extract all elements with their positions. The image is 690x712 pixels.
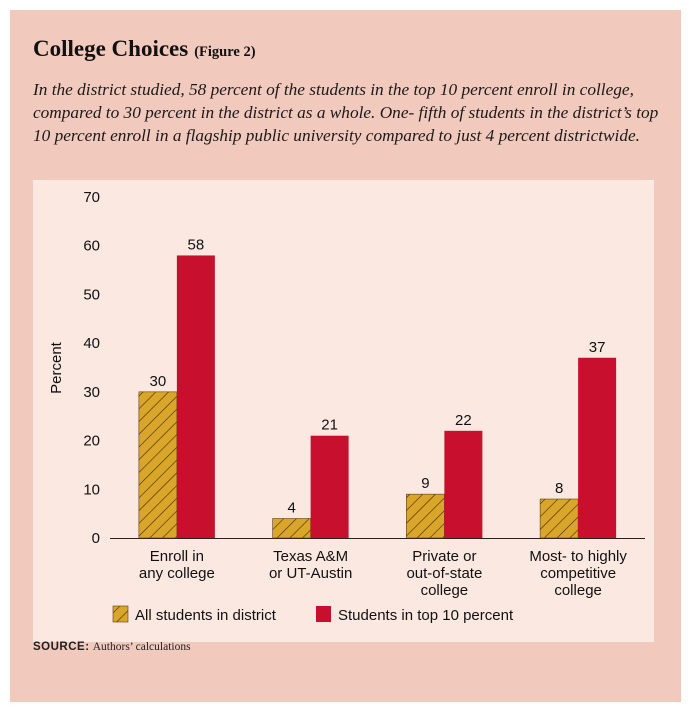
x-tick-label: any college <box>139 565 215 582</box>
x-tick-label: or UT-Austin <box>269 565 352 582</box>
legend-swatch <box>112 605 129 623</box>
x-tick-label: competitive <box>540 565 616 582</box>
data-label: 22 <box>455 412 472 429</box>
figure-title: College Choices (Figure 2) <box>33 36 256 62</box>
bar-top10 <box>578 357 617 538</box>
source-label: SOURCE: <box>33 641 90 653</box>
x-tick-label: college <box>554 582 602 599</box>
figure-label: (Figure 2) <box>194 44 256 60</box>
x-tick-label: Enroll in <box>150 548 204 565</box>
x-tick-label: out-of-state <box>406 565 482 582</box>
x-tick-label: college <box>421 582 469 599</box>
y-tick-label: 30 <box>83 384 100 401</box>
legend-swatch <box>316 606 331 622</box>
bar-district <box>272 518 311 539</box>
source-text: Authors’ calculations <box>92 641 191 653</box>
x-tick-label: Texas A&M <box>273 548 348 565</box>
data-label: 21 <box>321 417 338 434</box>
bar-top10 <box>310 435 349 538</box>
figure-caption: In the district studied, 58 percent of t… <box>33 80 659 145</box>
data-label: 37 <box>589 339 606 356</box>
data-label: 58 <box>188 236 205 253</box>
legend-label: All students in district <box>135 607 277 624</box>
bar-district <box>406 493 445 539</box>
bar-district <box>138 391 178 539</box>
data-label: 9 <box>421 475 429 492</box>
bar-top10 <box>176 255 215 538</box>
y-tick-label: 50 <box>83 286 100 303</box>
data-label: 30 <box>150 373 167 390</box>
y-tick-label: 20 <box>83 433 100 450</box>
y-tick-label: 70 <box>83 189 100 206</box>
source-note: SOURCE: Authors’ calculations <box>33 641 191 653</box>
legend-label: Students in top 10 percent <box>338 607 514 624</box>
bar-district <box>539 498 579 539</box>
data-label: 4 <box>287 500 295 517</box>
plot-background <box>33 180 654 642</box>
data-label: 8 <box>555 480 563 497</box>
x-tick-label: Private or <box>412 548 476 565</box>
y-axis-title: Percent <box>48 341 65 394</box>
y-tick-label: 0 <box>92 530 100 547</box>
x-tick-label: Most- to highly <box>529 548 627 565</box>
y-tick-label: 60 <box>83 238 100 255</box>
title-text: College Choices <box>33 36 189 61</box>
y-tick-label: 40 <box>83 335 100 352</box>
y-tick-label: 10 <box>83 481 100 498</box>
bar-top10 <box>444 430 483 538</box>
